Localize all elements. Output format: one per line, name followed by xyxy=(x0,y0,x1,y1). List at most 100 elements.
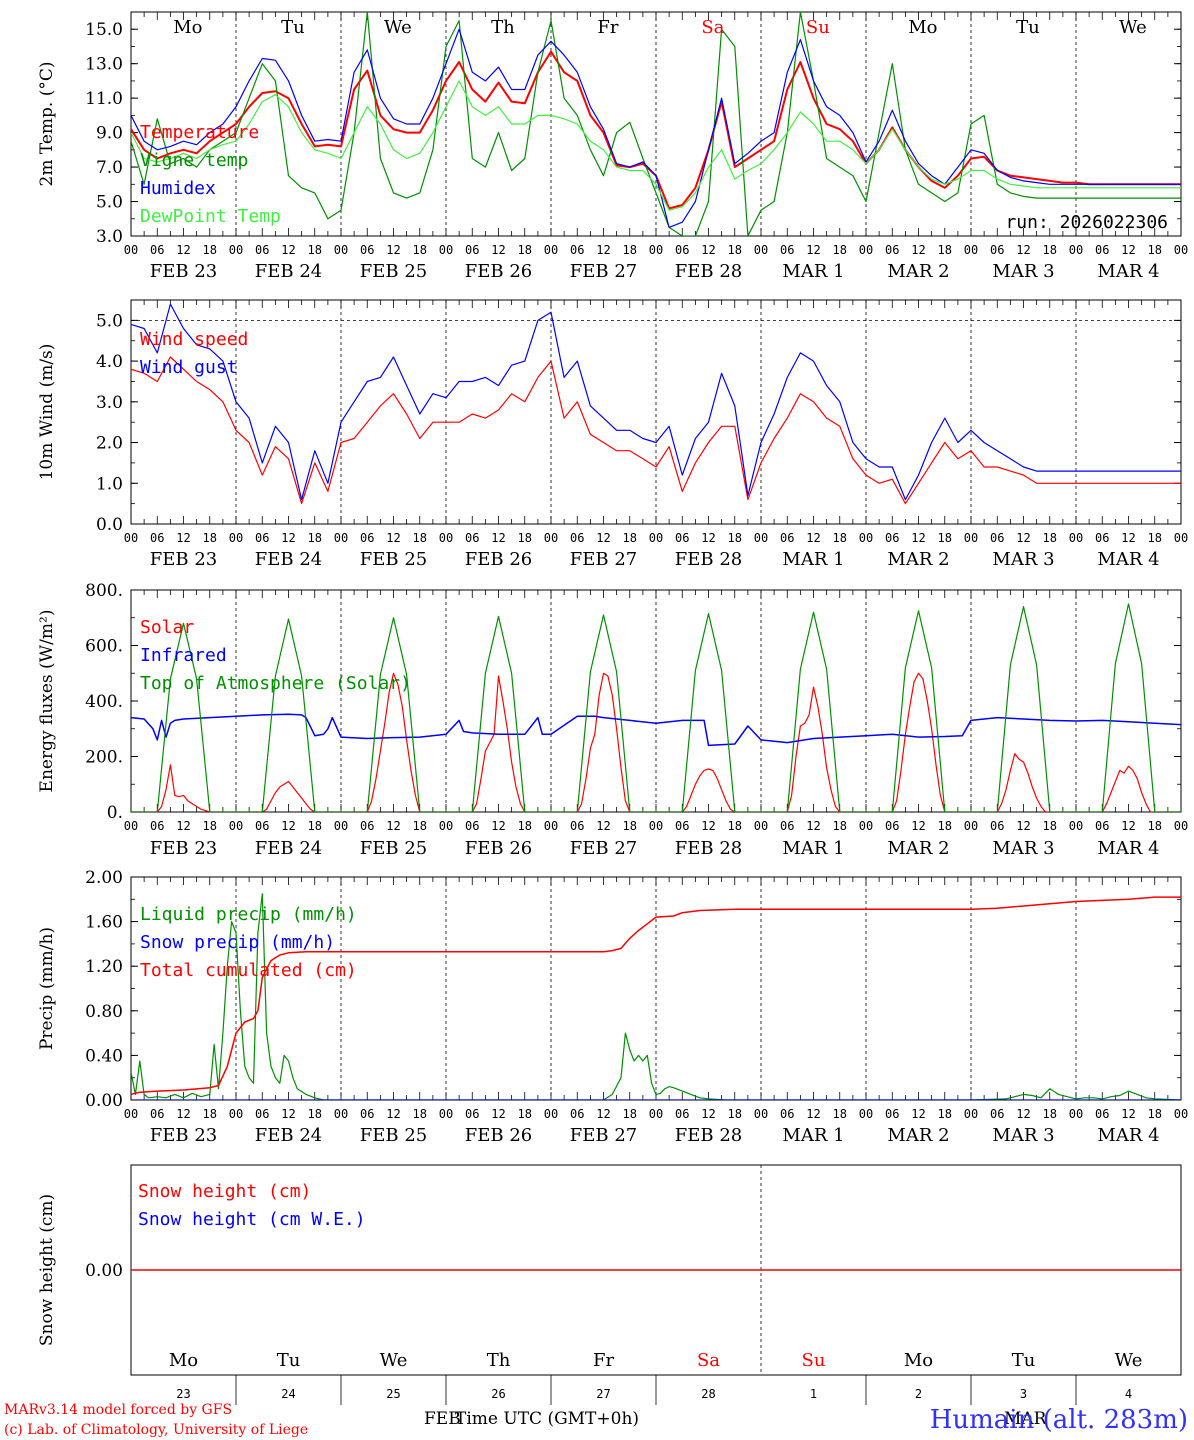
day-label: Fr xyxy=(597,17,618,38)
hour-tick-label: 00 xyxy=(229,819,243,833)
day-number-label: 1 xyxy=(810,1387,817,1401)
date-label: MAR 3 xyxy=(992,1125,1054,1146)
hour-tick-label: 00 xyxy=(649,1107,663,1121)
day-number-label: 23 xyxy=(176,1387,190,1401)
day-number-label: 27 xyxy=(596,1387,610,1401)
hour-tick-label: 06 xyxy=(990,531,1004,545)
hour-tick-label: 18 xyxy=(728,243,742,257)
hour-tick-label: 18 xyxy=(203,531,217,545)
hour-tick-label: 00 xyxy=(649,243,663,257)
hour-tick-label: 12 xyxy=(386,531,400,545)
hour-tick-label: 18 xyxy=(413,243,427,257)
date-label: FEB 24 xyxy=(255,838,322,859)
legend-entry: Temperature xyxy=(140,122,259,143)
date-label: FEB 28 xyxy=(675,549,742,570)
y-tick-label: 0.40 xyxy=(85,1046,123,1066)
hour-tick-label: 12 xyxy=(596,1107,610,1121)
legend-entry: Infrared xyxy=(140,645,227,666)
hour-tick-label: 18 xyxy=(203,1107,217,1121)
legend-entry: Solar xyxy=(140,617,194,638)
date-label: FEB 24 xyxy=(255,261,322,282)
legend-entry: Top of Atmosphere (Solar) xyxy=(140,673,411,694)
y-tick-label: 2.0 xyxy=(96,434,123,454)
hour-tick-label: 12 xyxy=(491,531,505,545)
hour-tick-label: 06 xyxy=(570,243,584,257)
series-line-liquid-precip-mm-h xyxy=(131,893,1181,1100)
hour-tick-label: 12 xyxy=(806,1107,820,1121)
y-tick-label: 9.0 xyxy=(96,124,123,144)
y-tick-label: 1.0 xyxy=(96,474,123,494)
y-tick-label: 600. xyxy=(85,637,123,657)
date-label: FEB 24 xyxy=(255,549,322,570)
y-axis-title: 10m Wind (m/s) xyxy=(37,344,57,481)
hour-tick-label: 12 xyxy=(701,243,715,257)
hour-tick-label: 12 xyxy=(701,1107,715,1121)
hour-tick-label: 00 xyxy=(1174,1107,1188,1121)
date-label: MAR 2 xyxy=(887,1125,949,1146)
day-number-label: 26 xyxy=(491,1387,505,1401)
hour-tick-label: 00 xyxy=(544,819,558,833)
hour-tick-label: 12 xyxy=(1016,819,1030,833)
hour-tick-label: 00 xyxy=(124,531,138,545)
date-label: FEB 25 xyxy=(360,1125,427,1146)
hour-tick-label: 12 xyxy=(281,1107,295,1121)
day-label: Tu xyxy=(277,1350,301,1371)
hour-tick-label: 06 xyxy=(360,531,374,545)
date-label: FEB 25 xyxy=(360,838,427,859)
hour-tick-label: 06 xyxy=(675,531,689,545)
panel-frame xyxy=(130,299,1182,525)
legend-entry: Vigne temp xyxy=(140,150,248,171)
day-label: Mo xyxy=(904,1350,933,1371)
hour-tick-label: 06 xyxy=(360,1107,374,1121)
hour-tick-label: 12 xyxy=(281,819,295,833)
hour-tick-label: 18 xyxy=(1148,243,1162,257)
hour-tick-label: 06 xyxy=(360,819,374,833)
date-label: MAR 3 xyxy=(992,261,1054,282)
date-label: MAR 1 xyxy=(782,261,844,282)
date-label: FEB 24 xyxy=(255,1125,322,1146)
hour-tick-label: 12 xyxy=(1016,531,1030,545)
series-line-dewpoint-temp xyxy=(131,80,1181,211)
series-group xyxy=(131,12,1181,236)
day-label: Tu xyxy=(1016,17,1040,38)
legend-entry: Snow height (cm) xyxy=(138,1181,311,1202)
y-tick-label: 2.00 xyxy=(85,868,123,888)
hour-tick-label: 06 xyxy=(780,531,794,545)
hour-tick-label: 12 xyxy=(491,819,505,833)
panel-snow: 0.00 Snow height (cm) Snow height (cm) Snow… xyxy=(37,1164,1182,1405)
hour-tick-label: 12 xyxy=(386,243,400,257)
date-label: MAR 2 xyxy=(887,838,949,859)
day-label: We xyxy=(380,1350,408,1371)
date-label: MAR 1 xyxy=(782,1125,844,1146)
hour-tick-label: 12 xyxy=(176,531,190,545)
hour-tick-label: 18 xyxy=(1043,531,1057,545)
hour-tick-label: 18 xyxy=(938,1107,952,1121)
hour-tick-label: 00 xyxy=(334,819,348,833)
y-tick-label: 15.0 xyxy=(85,20,123,40)
hour-tick-label: 06 xyxy=(990,243,1004,257)
date-label: FEB 26 xyxy=(465,838,532,859)
day-label: We xyxy=(384,17,412,38)
date-label: MAR 3 xyxy=(992,549,1054,570)
series-line-wind-speed xyxy=(131,356,1181,505)
hour-tick-label: 00 xyxy=(229,243,243,257)
y-axis-title: 2m Temp. (°C) xyxy=(37,61,57,186)
hour-tick-label: 00 xyxy=(1069,819,1083,833)
y-tick-label: 0.80 xyxy=(85,1002,123,1022)
hour-tick-label: 18 xyxy=(623,1107,637,1121)
legend-entry: Humidex xyxy=(140,178,216,199)
day-label: We xyxy=(1119,17,1147,38)
hour-tick-label: 18 xyxy=(308,1107,322,1121)
legend-entry: Snow precip (mm/h) xyxy=(140,932,335,953)
hour-tick-label: 00 xyxy=(1069,531,1083,545)
hour-tick-label: 06 xyxy=(465,1107,479,1121)
hour-tick-label: 12 xyxy=(596,243,610,257)
day-label: Sa xyxy=(697,1350,720,1371)
hour-tick-label: 06 xyxy=(255,1107,269,1121)
hour-tick-label: 12 xyxy=(596,531,610,545)
hour-tick-label: 12 xyxy=(491,243,505,257)
hour-tick-label: 18 xyxy=(308,819,322,833)
hour-tick-label: 12 xyxy=(281,531,295,545)
hour-tick-label: 18 xyxy=(413,819,427,833)
hour-tick-label: 18 xyxy=(308,243,322,257)
